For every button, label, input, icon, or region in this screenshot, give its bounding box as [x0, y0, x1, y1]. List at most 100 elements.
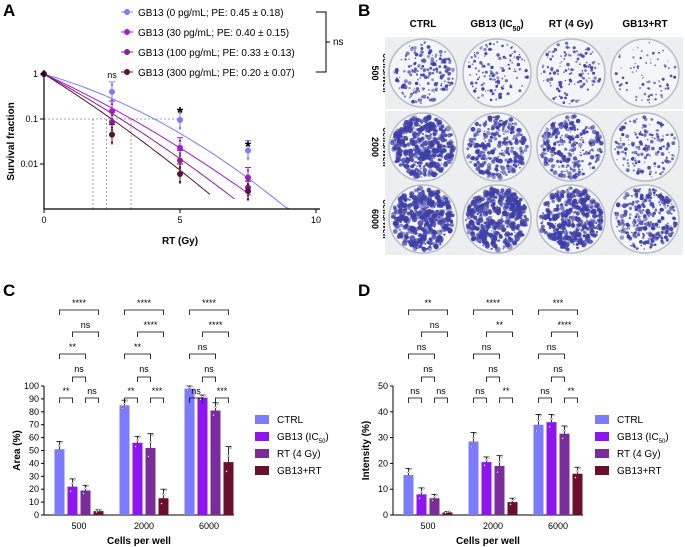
colony — [632, 200, 635, 203]
panel-label-b: B — [358, 1, 370, 20]
legend-label: GB13 (30 pg/mL; PE: 0.40 ± 0.15) — [138, 28, 289, 39]
legend-swatch — [595, 415, 609, 424]
colony — [441, 87, 446, 91]
replicate-dot — [216, 402, 219, 405]
significance-bracket — [408, 397, 422, 403]
colony — [516, 147, 519, 149]
replicate-dot — [483, 464, 486, 467]
y-tick-label: 50 — [29, 446, 39, 456]
colony — [489, 89, 493, 93]
colony — [633, 188, 637, 192]
colony — [488, 157, 492, 160]
colony — [431, 214, 434, 218]
colony — [394, 216, 399, 221]
colony — [414, 218, 416, 221]
colony — [505, 199, 509, 203]
colony — [589, 52, 592, 56]
colony — [637, 205, 642, 209]
colony — [507, 122, 512, 127]
colony — [443, 58, 447, 62]
colony — [423, 225, 426, 228]
colony — [543, 141, 547, 145]
colony — [498, 94, 500, 97]
colony — [636, 233, 641, 237]
colony — [486, 221, 489, 224]
colony — [512, 198, 519, 205]
colony — [483, 47, 487, 52]
y-tick-label: 10 — [378, 484, 388, 494]
colony — [573, 188, 580, 194]
colony — [568, 46, 571, 49]
colony — [507, 170, 511, 174]
colony — [565, 229, 568, 231]
colony — [592, 213, 598, 219]
legend-label: RT (4 Gy) — [617, 449, 661, 460]
colony — [628, 227, 630, 230]
colony — [509, 59, 512, 62]
colony — [398, 87, 401, 90]
significance-label: ns — [423, 364, 433, 374]
colony — [655, 129, 658, 132]
bar — [158, 498, 169, 515]
colony — [516, 76, 518, 79]
colony — [498, 56, 502, 61]
colony — [414, 231, 418, 235]
significance-label: **** — [486, 298, 501, 308]
colony — [660, 152, 665, 156]
colony — [499, 227, 502, 230]
colony — [409, 73, 413, 77]
colony — [649, 189, 651, 191]
colony — [646, 54, 649, 57]
colony — [560, 161, 563, 164]
colony — [501, 227, 507, 233]
colony — [475, 166, 481, 172]
colony — [631, 231, 633, 233]
colony — [495, 221, 499, 225]
bar — [572, 473, 583, 515]
colony — [443, 148, 446, 151]
colony — [518, 68, 521, 71]
colony — [417, 196, 422, 202]
colony — [396, 221, 399, 224]
significance-label: ** — [424, 298, 432, 308]
colony — [564, 54, 567, 57]
colony — [550, 223, 553, 226]
bar — [197, 397, 208, 515]
colony — [560, 203, 563, 206]
colony — [505, 57, 507, 60]
colony — [615, 217, 618, 220]
significance-label: ns — [547, 342, 557, 352]
replicate-dot — [60, 441, 63, 444]
colony — [508, 67, 511, 70]
colony — [657, 165, 661, 169]
colony — [423, 224, 426, 226]
legend-label: RT (4 Gy) — [277, 449, 321, 460]
colony — [403, 143, 407, 147]
colony — [631, 151, 634, 154]
colony — [494, 89, 497, 92]
colony — [477, 133, 480, 136]
colony — [636, 170, 641, 175]
colony — [630, 157, 635, 161]
colony — [416, 132, 419, 135]
replicate-dot — [537, 419, 540, 422]
colony — [497, 155, 500, 158]
significance-bracket — [421, 376, 435, 382]
significance-label: ns — [475, 386, 485, 396]
colony — [656, 137, 661, 142]
colony — [474, 87, 477, 90]
colony — [419, 53, 423, 57]
colony — [591, 210, 593, 212]
colony — [391, 146, 397, 152]
colony — [553, 142, 557, 146]
colony — [434, 245, 437, 249]
legend-swatch — [595, 449, 609, 458]
colony — [448, 60, 452, 64]
colony — [426, 195, 428, 197]
colony — [448, 57, 450, 60]
colony — [517, 161, 519, 164]
colony — [542, 80, 545, 82]
colony — [592, 205, 594, 207]
colony — [627, 139, 630, 141]
